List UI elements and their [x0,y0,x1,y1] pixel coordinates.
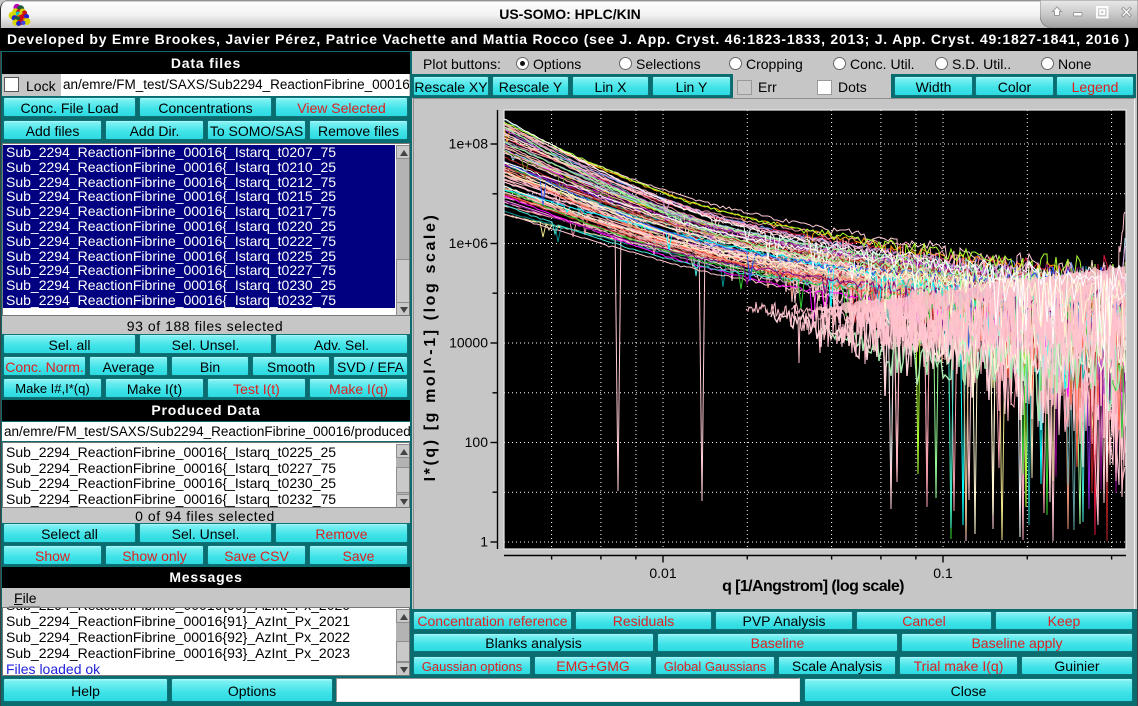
svg-text:1e+08: 1e+08 [449,136,489,152]
svg-text:0.1: 0.1 [933,565,953,581]
svg-text:1e+06: 1e+06 [449,235,489,251]
svg-text:0.01: 0.01 [649,565,676,581]
svg-text:1: 1 [480,534,488,550]
svg-text:I*(q) [g mol^-1] (log scale): I*(q) [g mol^-1] (log scale) [422,213,439,482]
svg-text:10000: 10000 [449,335,488,351]
svg-text:q [1/Angstrom] (log scale): q [1/Angstrom] (log scale) [722,578,904,595]
svg-text:100: 100 [465,434,489,450]
